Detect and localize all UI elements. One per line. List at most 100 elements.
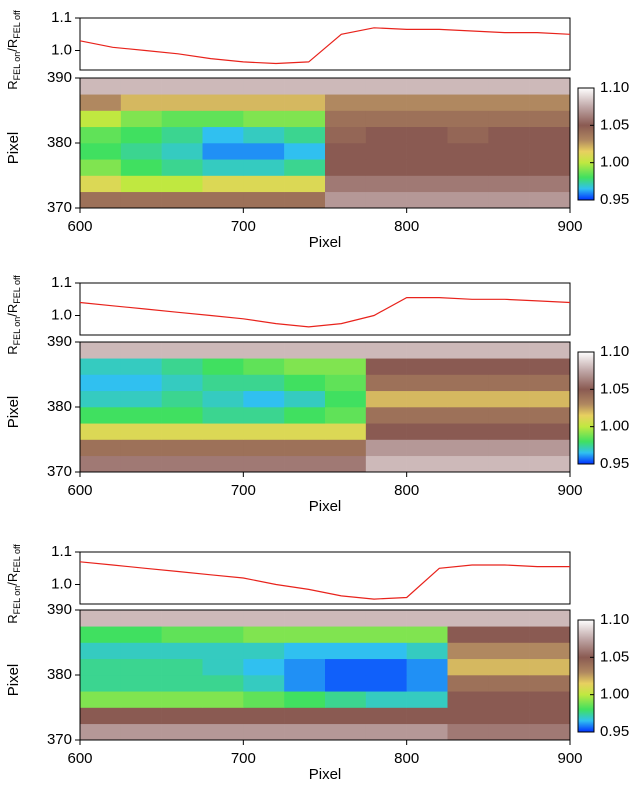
heatmap-cell bbox=[529, 675, 571, 692]
plot-frame bbox=[79, 17, 571, 71]
x-tick-label: 900 bbox=[557, 218, 582, 235]
label-text: /R bbox=[5, 39, 20, 52]
heatmap-cell bbox=[406, 374, 448, 392]
heatmap-cell bbox=[120, 390, 162, 408]
heatmap-cell bbox=[447, 94, 489, 111]
colorbar-tick-label: 1.10 bbox=[600, 611, 629, 628]
heatmap-cell bbox=[325, 675, 367, 692]
heatmap-cell bbox=[284, 78, 326, 95]
heatmap-cell bbox=[406, 191, 448, 209]
x-tick-label: 600 bbox=[67, 218, 92, 235]
heatmap-cell bbox=[365, 723, 407, 741]
heatmap-cell bbox=[80, 658, 122, 676]
heatmap-cell bbox=[284, 407, 326, 424]
heatmap-cell bbox=[120, 642, 162, 660]
heatmap-cell bbox=[284, 439, 326, 457]
heatmap-cell bbox=[120, 439, 162, 457]
heatmap-cell bbox=[325, 626, 367, 643]
label-text: R bbox=[5, 345, 20, 354]
heatmap-cell bbox=[284, 610, 326, 627]
y-tick-label: 370 bbox=[47, 199, 72, 216]
heatmap-cell bbox=[406, 143, 448, 160]
heatmap-cell bbox=[406, 610, 448, 627]
heatmap-cell bbox=[161, 723, 203, 741]
heatmap-cell bbox=[365, 455, 407, 473]
heatmap-cell bbox=[202, 358, 244, 375]
heatmap-cell bbox=[202, 723, 244, 741]
heatmap-cell bbox=[80, 78, 122, 95]
heatmap-cell bbox=[447, 110, 489, 128]
heatmap-cell bbox=[365, 374, 407, 392]
heatmap-cell bbox=[284, 626, 326, 643]
heatmap-cell bbox=[447, 159, 489, 176]
heatmap-cell bbox=[365, 342, 407, 359]
heatmap-cell bbox=[365, 94, 407, 111]
heatmap-cell bbox=[161, 191, 203, 209]
heatmap-cell bbox=[284, 642, 326, 660]
heatmap-cell bbox=[161, 126, 203, 144]
y-tick-label: 370 bbox=[47, 463, 72, 480]
colorbar-tick-label: 0.95 bbox=[600, 723, 629, 740]
heatmap-cell bbox=[447, 626, 489, 643]
heatmap-cell bbox=[325, 642, 367, 660]
heatmap-cell bbox=[447, 358, 489, 375]
heatmap-cell bbox=[243, 143, 285, 160]
heatmap-cell bbox=[284, 191, 326, 209]
data-line bbox=[79, 561, 570, 600]
heatmap-cell bbox=[243, 610, 285, 627]
colorbar-tick-label: 1.05 bbox=[600, 648, 629, 665]
heatmap-cell bbox=[120, 126, 162, 144]
heatmap-cell bbox=[365, 626, 407, 643]
heatmap-cell bbox=[447, 691, 489, 708]
heatmap-cell bbox=[529, 143, 571, 160]
heatmap-cell bbox=[325, 439, 367, 457]
y-tick-label: 1.1 bbox=[51, 274, 72, 291]
y-tick-label: 380 bbox=[47, 666, 72, 683]
colorbar-tick-label: 1.00 bbox=[600, 686, 629, 703]
y-tick-label: 1.0 bbox=[51, 41, 72, 58]
heatmap-cell bbox=[365, 191, 407, 209]
heatmap-cell bbox=[284, 143, 326, 160]
heatmap-cell bbox=[202, 439, 244, 457]
heatmap-cell bbox=[529, 159, 571, 176]
heatmap-cell bbox=[488, 191, 530, 209]
heatmap-cell bbox=[529, 94, 571, 111]
heatmap-cell bbox=[120, 407, 162, 424]
heatmap-cell bbox=[365, 390, 407, 408]
heatmap-cell bbox=[529, 642, 571, 660]
heatmap-cell bbox=[120, 358, 162, 375]
heatmap-cell bbox=[488, 110, 530, 128]
heatmap-cell bbox=[120, 342, 162, 359]
y-tick-label: 380 bbox=[47, 398, 72, 415]
heatmap-cell bbox=[80, 455, 122, 473]
heatmap-cell bbox=[202, 642, 244, 660]
heatmap-cell bbox=[243, 374, 285, 392]
heatmap-cell bbox=[120, 143, 162, 160]
heatmap-cell bbox=[365, 175, 407, 193]
heatmap-cell bbox=[447, 407, 489, 424]
heatmap-cell bbox=[406, 626, 448, 643]
heatmap-cell bbox=[243, 707, 285, 725]
heatmap-cell bbox=[406, 658, 448, 676]
heatmap-cell bbox=[161, 390, 203, 408]
heatmap-cell bbox=[325, 723, 367, 741]
heatmap-cell bbox=[325, 159, 367, 176]
heatmap-cell bbox=[284, 358, 326, 375]
x-tick-label: 700 bbox=[231, 218, 256, 235]
heatmap-cell bbox=[406, 455, 448, 473]
heatmap-cell bbox=[365, 78, 407, 95]
heatmap-cell bbox=[243, 658, 285, 676]
x-axis-label: Pixel bbox=[309, 498, 342, 515]
heatmap-cell bbox=[202, 675, 244, 692]
heatmap-cell bbox=[447, 439, 489, 457]
heatmap-cell bbox=[325, 691, 367, 708]
heatmap-cell bbox=[488, 78, 530, 95]
heatmap-cell bbox=[325, 423, 367, 440]
heatmap-cell bbox=[529, 626, 571, 643]
x-axis-label: Pixel bbox=[309, 766, 342, 783]
heatmap-cell bbox=[447, 126, 489, 144]
heatmap-cell bbox=[406, 691, 448, 708]
heatmap-cell bbox=[202, 374, 244, 392]
heatmap-cell bbox=[325, 342, 367, 359]
heatmap-cell bbox=[529, 691, 571, 708]
